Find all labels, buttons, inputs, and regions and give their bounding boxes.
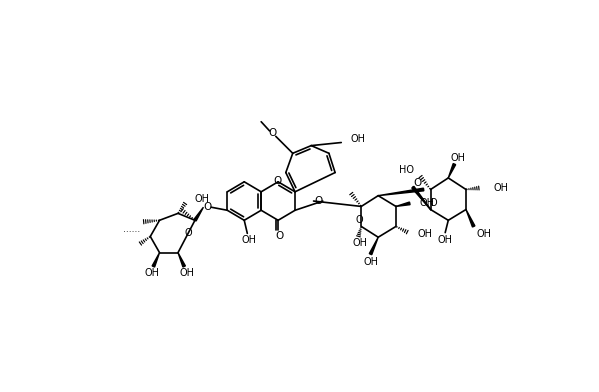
Text: O: O (276, 231, 284, 241)
Polygon shape (448, 163, 456, 178)
Text: OH: OH (241, 234, 256, 245)
Text: OH: OH (419, 198, 434, 209)
Polygon shape (178, 252, 186, 267)
Text: O: O (356, 215, 364, 225)
Text: O: O (430, 198, 437, 208)
Text: O: O (413, 178, 422, 188)
Text: O: O (314, 196, 322, 206)
Text: ......: ...... (123, 225, 140, 234)
Text: OH: OH (144, 269, 159, 278)
Text: O: O (184, 229, 192, 238)
Text: OH: OH (494, 183, 509, 193)
Polygon shape (396, 202, 410, 207)
Text: O: O (273, 176, 282, 186)
Polygon shape (378, 188, 424, 196)
Text: OH: OH (418, 229, 432, 239)
Polygon shape (370, 237, 378, 255)
Text: OH: OH (350, 134, 365, 144)
Text: OH: OH (438, 234, 453, 245)
Text: OH: OH (363, 257, 378, 267)
Text: HO: HO (398, 165, 414, 175)
Polygon shape (152, 252, 159, 267)
Polygon shape (194, 207, 204, 221)
Text: OH: OH (450, 153, 465, 163)
Text: OH: OH (195, 194, 210, 205)
Polygon shape (412, 186, 431, 209)
Text: O: O (203, 202, 211, 212)
Polygon shape (466, 209, 475, 227)
Text: OH: OH (477, 229, 492, 239)
Text: OH: OH (352, 238, 367, 249)
Text: O: O (268, 128, 277, 138)
Text: OH: OH (180, 269, 195, 278)
